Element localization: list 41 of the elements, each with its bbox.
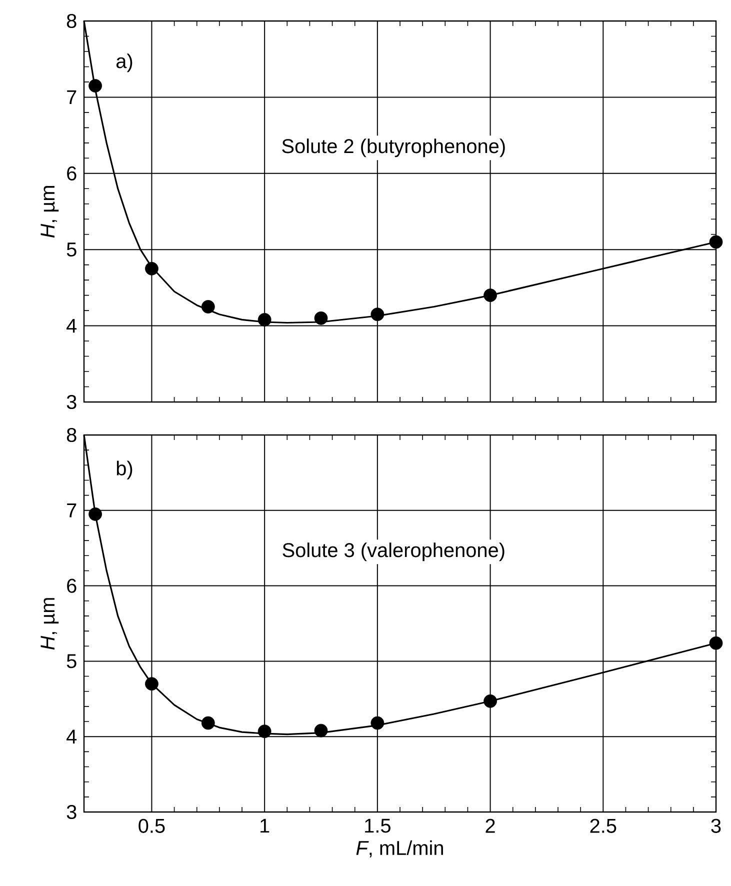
y-tick-label: 3 xyxy=(66,394,76,410)
x-tick-label: 3 xyxy=(711,818,721,833)
y-tick-label: 8 xyxy=(66,428,76,442)
point xyxy=(145,262,158,276)
y-tick-label: 6 xyxy=(67,578,76,593)
point xyxy=(201,300,215,314)
annotation: a) xyxy=(116,54,132,72)
point xyxy=(88,79,102,92)
point xyxy=(484,694,497,708)
annotation: b) xyxy=(116,460,132,480)
x-tick-label: 0.5 xyxy=(138,818,165,833)
point xyxy=(370,716,384,730)
y-axis-title: H, µm xyxy=(40,186,59,238)
annotation: Solute 3 (valerophenone) xyxy=(282,542,504,562)
x-axis-title: F, mL/min xyxy=(356,840,443,858)
point xyxy=(258,724,272,738)
point xyxy=(145,677,158,691)
point xyxy=(314,311,328,325)
point xyxy=(314,724,328,738)
point xyxy=(88,507,102,521)
y-tick-label: 7 xyxy=(67,90,76,104)
y-axis-title: H, µm xyxy=(40,598,59,650)
y-tick-label: 5 xyxy=(66,654,76,668)
x-tick-label: 2.5 xyxy=(590,818,616,833)
x-tick-label: 1 xyxy=(260,818,270,833)
y-tick-label: 7 xyxy=(67,504,76,518)
y-tick-label: 6 xyxy=(67,166,76,180)
y-tick-label: 4 xyxy=(66,318,77,333)
point xyxy=(201,716,215,730)
x-tick-label: 1.5 xyxy=(365,818,390,833)
point xyxy=(709,636,723,650)
point xyxy=(484,288,497,302)
point xyxy=(258,313,272,326)
annotation: Solute 2 (butyrophenone) xyxy=(282,138,505,158)
point xyxy=(709,235,723,249)
y-tick-label: 3 xyxy=(66,804,76,820)
y-tick-label: 5 xyxy=(66,242,76,257)
point xyxy=(370,308,384,322)
y-tick-label: 8 xyxy=(66,14,76,28)
x-tick-label: 2 xyxy=(486,818,495,833)
y-tick-label: 4 xyxy=(66,730,77,744)
